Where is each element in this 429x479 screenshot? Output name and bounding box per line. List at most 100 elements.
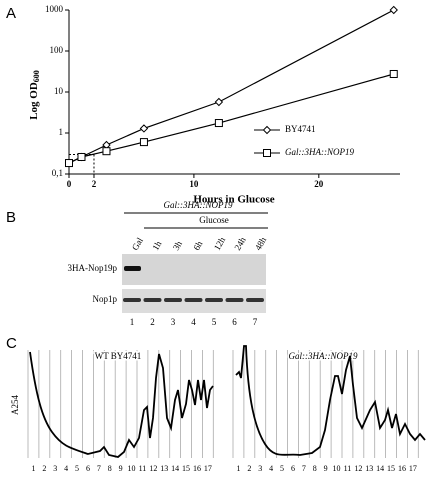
fraction-number: 3: [53, 464, 57, 473]
lane-label: 6h: [191, 239, 204, 252]
band: [143, 298, 162, 302]
fraction-number: 9: [119, 464, 123, 473]
lane-number: 4: [191, 317, 196, 327]
fraction-number: 17: [409, 464, 417, 473]
fraction-number: 11: [344, 464, 352, 473]
fraction-number: 15: [387, 464, 395, 473]
data-point: [389, 5, 398, 15]
y-tick-label: 10: [54, 86, 64, 96]
legend-marker: [262, 125, 272, 135]
lane-number: 2: [150, 317, 155, 327]
lane-number: 1: [130, 317, 135, 327]
lane-number: 6: [232, 317, 237, 327]
fraction-number: 14: [171, 464, 179, 473]
fraction-number: 6: [291, 464, 295, 473]
legend-label: Gal::3HA::NOP19: [285, 147, 354, 157]
fraction-number: 9: [324, 464, 328, 473]
series-line: [68, 9, 395, 164]
y-axis-label: A254: [10, 395, 20, 415]
strain-label: Gal::3HA::NOP19: [164, 200, 233, 210]
data-point: [77, 152, 86, 161]
data-point: [65, 159, 73, 168]
lane-number: 5: [212, 317, 217, 327]
fraction-number: 7: [97, 464, 101, 473]
fraction-number: 5: [75, 464, 79, 473]
y-tick-label: 100: [50, 45, 64, 55]
band: [164, 298, 182, 302]
fraction-number: 11: [139, 464, 147, 473]
fraction-number: 17: [204, 464, 212, 473]
y-tick-label: 1000: [45, 4, 64, 14]
fraction-number: 2: [247, 464, 251, 473]
fraction-number: 12: [354, 464, 362, 473]
fraction-number: 1: [31, 464, 35, 473]
band: [124, 266, 141, 271]
legend-label: BY4741: [285, 124, 316, 134]
fraction-number: 16: [193, 464, 201, 473]
lane-label: 3h: [171, 239, 184, 252]
fraction-number: 5: [280, 464, 284, 473]
data-point: [139, 138, 148, 147]
x-tick-label: 10: [189, 179, 199, 189]
y-axis-label: Log OD600: [28, 70, 41, 120]
profile-title: WT BY4741: [95, 351, 142, 361]
fraction-number: 3: [258, 464, 262, 473]
data-point: [214, 97, 224, 107]
legend-marker: [263, 149, 271, 157]
lane-label: Gal: [130, 235, 145, 252]
band: [184, 298, 203, 302]
lane-number: 3: [171, 317, 176, 327]
fraction-number: 4: [64, 464, 68, 473]
y-tick-label: 0,1: [52, 168, 63, 178]
fraction-number: 7: [302, 464, 306, 473]
y-label-sub: 600: [32, 70, 41, 82]
fraction-number: 2: [42, 464, 46, 473]
blot: [122, 254, 266, 285]
fraction-number: 4: [269, 464, 273, 473]
x-tick-label: 2: [92, 179, 97, 189]
data-point: [389, 69, 398, 78]
fraction-number: 6: [86, 464, 90, 473]
lane-label: 12h: [212, 235, 228, 252]
fraction-number: 8: [108, 464, 112, 473]
band: [123, 298, 141, 302]
panel-label: A: [6, 5, 16, 22]
band: [225, 298, 244, 302]
lane-label: 1h: [150, 239, 163, 252]
lane-label: 48h: [253, 235, 269, 252]
band: [205, 298, 223, 302]
band: [246, 298, 264, 302]
data-point: [214, 119, 223, 128]
profile-title: Gal::3HA::NOP19: [289, 351, 358, 361]
fraction-number: 14: [376, 464, 384, 473]
panel-label: C: [6, 335, 17, 352]
condition-label: Glucose: [199, 215, 229, 225]
fraction-number: 13: [160, 464, 168, 473]
data-point: [102, 147, 111, 156]
x-axis-label: Hours in Glucose: [193, 194, 274, 206]
fraction-number: 10: [128, 464, 136, 473]
data-point: [139, 124, 149, 133]
polysome-trace: [235, 345, 426, 456]
polysome-trace: [29, 351, 214, 458]
fraction-number: 8: [313, 464, 317, 473]
y-tick-label: 1: [59, 127, 64, 137]
lane-label: 24h: [232, 235, 248, 252]
fraction-number: 1: [236, 464, 240, 473]
x-tick-label: 20: [314, 179, 324, 189]
x-tick-label: 0: [67, 179, 72, 189]
fraction-number: 12: [149, 464, 157, 473]
fraction-number: 13: [365, 464, 373, 473]
row-label: 3HA-Nop19p: [68, 263, 118, 273]
fraction-number: 16: [398, 464, 406, 473]
y-label-main: Log OD: [28, 82, 40, 120]
y-label-text: Log OD600: [28, 70, 41, 120]
lane-number: 7: [253, 317, 258, 327]
row-label: Nop1p: [93, 294, 118, 304]
fraction-number: 10: [333, 464, 341, 473]
fraction-number: 15: [182, 464, 190, 473]
panel-label: B: [6, 209, 16, 226]
